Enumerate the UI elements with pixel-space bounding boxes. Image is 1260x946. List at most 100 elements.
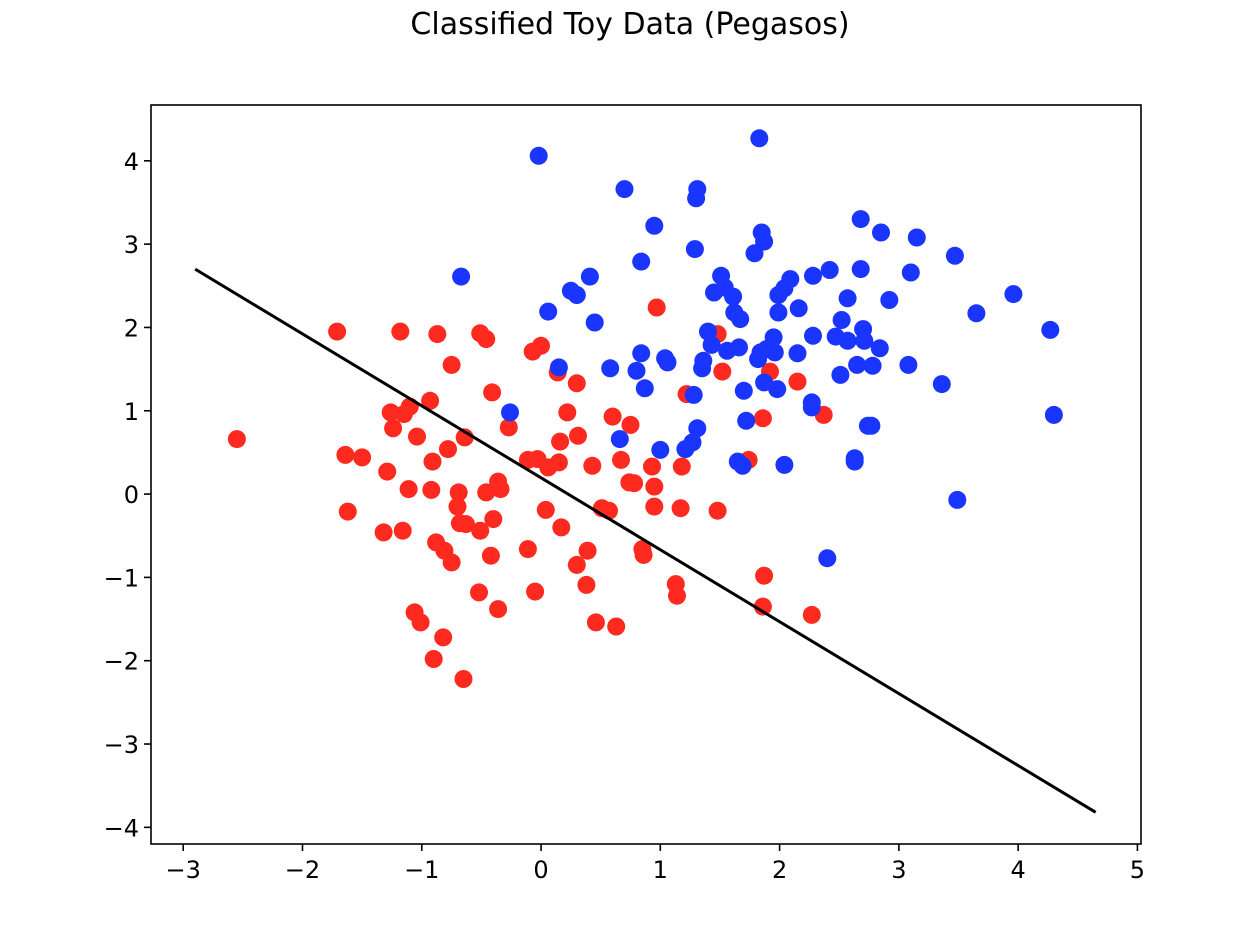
y-tick-label: 0 — [124, 481, 139, 509]
data-point-series-1-50 — [1041, 320, 1060, 339]
y-tick-label: −2 — [104, 648, 139, 676]
x-tick-label: 1 — [653, 856, 668, 884]
x-tick-label: −3 — [166, 856, 201, 884]
data-point-series-1-5 — [645, 216, 664, 235]
data-point-series-1-81 — [688, 419, 707, 438]
y-tick-label: −4 — [104, 814, 139, 842]
data-point-series-1-47 — [863, 356, 882, 375]
x-tick-label: −2 — [285, 856, 320, 884]
data-point-series-1-20 — [724, 287, 743, 306]
data-point-series-1-63 — [632, 344, 651, 363]
data-point-series-1-88 — [775, 455, 794, 474]
data-point-series-1-1 — [750, 129, 769, 148]
data-point-series-1-10 — [632, 252, 651, 271]
data-point-series-0-93 — [755, 566, 774, 585]
data-point-series-0-59 — [612, 450, 630, 469]
data-point-series-1-33 — [880, 291, 899, 309]
data-point-series-1-68 — [635, 379, 654, 398]
y-axis: −4 −3 −2 −1 0 1 2 3 4 — [104, 148, 151, 842]
data-point-series-0-8 — [381, 403, 400, 422]
data-point-series-1-46 — [848, 355, 867, 374]
data-point-series-1-83 — [676, 440, 695, 459]
data-point-series-0-73 — [708, 501, 727, 520]
data-point-series-0-20 — [399, 480, 418, 499]
data-point-series-0-23 — [477, 483, 496, 502]
data-point-series-0-22 — [449, 483, 468, 502]
data-point-series-1-80 — [737, 411, 756, 430]
data-point-series-1-44 — [804, 326, 822, 345]
data-point-series-1-60 — [765, 343, 784, 362]
points-layer — [227, 129, 1063, 688]
data-point-series-0-15 — [439, 440, 457, 459]
data-point-series-0-18 — [423, 452, 442, 471]
data-point-series-1-29 — [907, 228, 926, 247]
data-point-series-0-77 — [634, 545, 653, 564]
data-point-series-1-65 — [601, 359, 620, 378]
data-point-series-0-37 — [442, 553, 461, 572]
data-point-series-0-66 — [672, 457, 691, 476]
data-point-series-0-43 — [434, 628, 453, 647]
data-point-series-1-31 — [901, 263, 920, 282]
data-point-series-1-38 — [725, 303, 744, 322]
data-point-series-0-16 — [336, 445, 355, 464]
data-point-series-0-75 — [578, 541, 597, 560]
data-point-series-0-0 — [227, 430, 246, 449]
x-tick-label: 3 — [891, 856, 906, 884]
data-point-series-0-65 — [603, 407, 622, 426]
data-point-series-0-1 — [328, 322, 347, 341]
data-point-series-1-41 — [838, 331, 857, 350]
data-point-series-0-50 — [647, 298, 666, 317]
data-point-series-0-90 — [753, 409, 772, 428]
data-point-series-0-26 — [499, 418, 518, 437]
data-point-series-1-45 — [870, 339, 889, 358]
x-axis: −3 −2 −1 0 1 2 3 4 5 — [166, 844, 1145, 884]
data-point-series-1-35 — [789, 299, 808, 318]
data-point-series-0-70 — [600, 501, 618, 520]
data-point-series-0-38 — [481, 546, 500, 565]
data-point-series-0-44 — [424, 650, 443, 668]
data-point-series-1-59 — [764, 328, 783, 347]
data-point-series-1-12 — [580, 267, 599, 286]
data-point-series-0-42 — [411, 613, 430, 632]
x-tick-label: 0 — [533, 856, 548, 884]
data-point-series-0-10 — [384, 419, 403, 438]
data-point-series-0-40 — [489, 600, 508, 619]
data-point-series-1-25 — [820, 261, 839, 279]
data-point-series-0-95 — [802, 605, 821, 624]
data-point-series-0-30 — [456, 515, 475, 534]
data-point-series-1-94 — [818, 549, 837, 568]
data-point-series-1-67 — [658, 353, 677, 372]
data-point-series-1-79 — [858, 416, 877, 435]
data-point-series-1-87 — [733, 456, 752, 475]
data-point-series-0-61 — [625, 474, 644, 493]
data-point-series-1-30 — [945, 246, 964, 265]
data-point-series-1-43 — [855, 331, 874, 350]
chart-title: Classified Toy Data (Pegasos) — [410, 7, 849, 42]
decision-boundary-line — [194, 267, 1097, 814]
data-point-series-1-0 — [529, 146, 548, 165]
data-point-series-0-6 — [442, 355, 461, 374]
data-point-series-0-51 — [558, 403, 577, 422]
data-point-series-0-64 — [621, 415, 640, 434]
data-point-series-1-26 — [851, 260, 870, 279]
y-tick-label: 3 — [124, 231, 139, 259]
boundary-layer — [194, 267, 1097, 814]
data-point-series-1-19 — [705, 283, 723, 302]
x-tick-label: −1 — [404, 856, 439, 884]
data-point-series-0-53 — [551, 432, 570, 451]
data-point-series-0-31 — [471, 521, 490, 540]
y-tick-label: 1 — [124, 398, 139, 426]
data-point-series-0-3 — [428, 325, 447, 344]
y-tick-label: 2 — [124, 314, 139, 342]
data-point-series-0-78 — [567, 555, 586, 574]
data-point-series-0-28 — [448, 497, 467, 516]
data-point-series-1-74 — [831, 365, 850, 384]
data-point-series-0-7 — [483, 383, 502, 402]
data-point-series-1-32 — [1004, 285, 1023, 304]
data-point-series-1-61 — [788, 344, 807, 363]
data-point-series-0-39 — [470, 583, 488, 602]
data-point-series-0-49 — [567, 374, 586, 393]
data-point-series-1-14 — [567, 286, 586, 304]
data-point-series-1-85 — [610, 430, 629, 449]
